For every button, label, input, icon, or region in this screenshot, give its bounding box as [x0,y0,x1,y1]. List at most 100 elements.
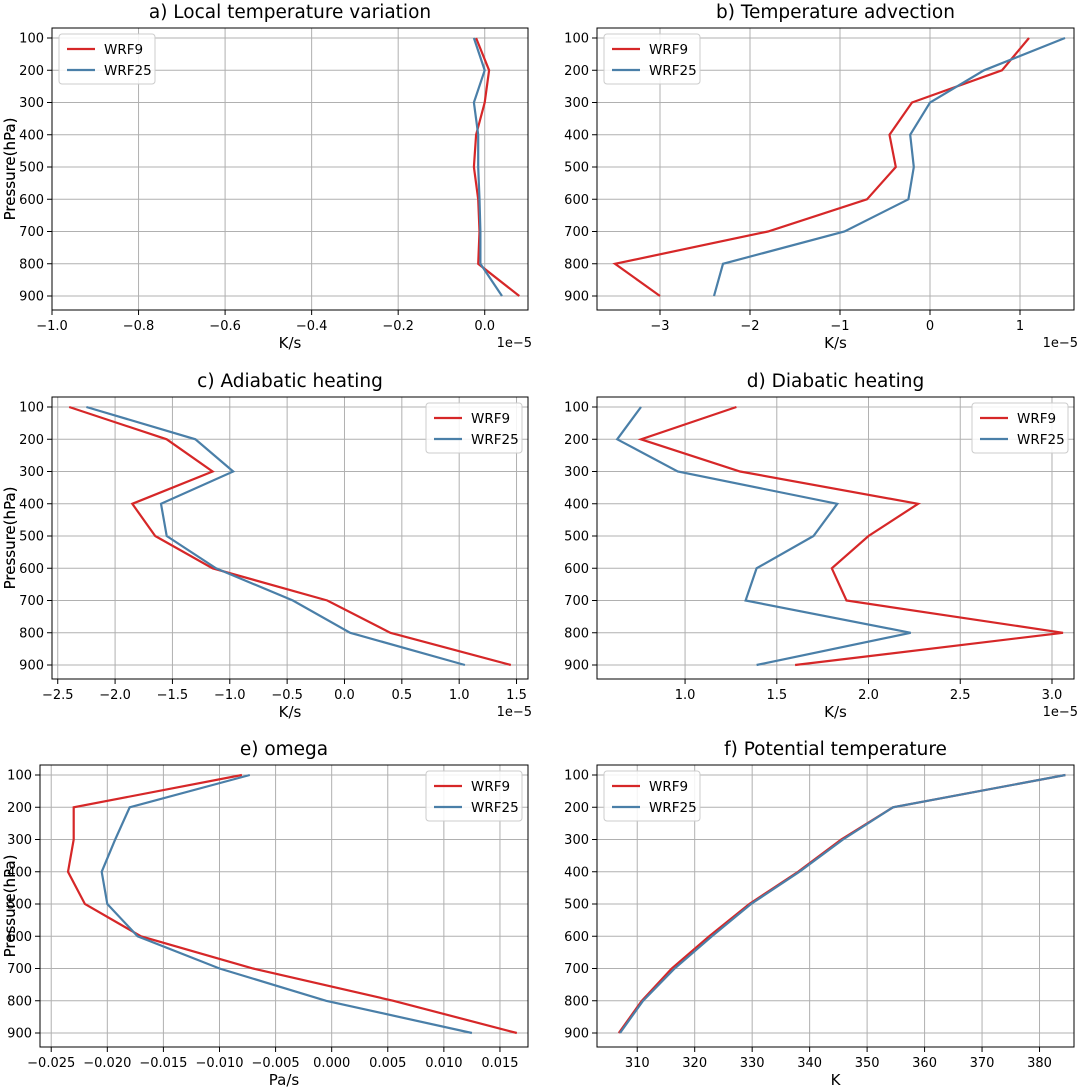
y-tick-label: 400 [19,128,44,143]
chart-title: b) Temperature advection [716,2,955,23]
y-tick-label: 200 [7,801,32,816]
series-line-wrf25 [100,773,473,1035]
series-line-wrf25 [86,405,466,667]
x-tick-label: 310 [625,1056,650,1071]
x-tick-label: −0.015 [139,1056,187,1071]
y-tick-label: 200 [564,433,589,448]
series-line-wrf25 [472,37,503,297]
x-tick-label: −2.0 [99,688,131,703]
chart-title: a) Local temperature variation [149,2,431,23]
chart-title: d) Diabatic heating [747,371,924,392]
y-tick-label: 400 [7,865,32,880]
legend-box [425,770,523,822]
legend-label-wrf25: WRF25 [1017,432,1065,448]
series-line-wrf9 [66,773,518,1035]
y-tick-label: 700 [7,962,32,977]
legend-box [425,402,523,454]
x-offset-label: 1e−5 [1043,336,1078,351]
series-line-wrf25 [619,773,1066,1034]
y-tick-label: 200 [19,433,44,448]
x-axis-label: K/s [279,703,302,721]
x-tick-label: −0.005 [252,1056,300,1071]
y-tick-label: 900 [564,290,589,305]
x-tick-label: −0.2 [382,319,414,334]
y-tick-label: 300 [564,96,589,111]
y-tick-label: 200 [564,801,589,816]
series-line-wrf9 [68,405,512,667]
x-tick-label: 350 [855,1056,880,1071]
y-tick-label: 600 [564,930,589,945]
y-tick-label: 800 [564,626,589,641]
x-axis-label: K/s [824,703,847,721]
x-tick-label: −1.0 [214,688,246,703]
legend: WRF9 WRF25 [425,402,523,454]
legend-label-wrf9: WRF9 [1017,411,1056,427]
x-tick-label: 330 [740,1056,765,1071]
chart-title: c) Adiabatic heating [197,371,383,392]
y-tick-label: 200 [19,64,44,79]
series-line-wrf25 [712,36,1066,297]
chart-panel-2: −3 −2 −1 0 1 100 200 300 400 500 600 700 800 900 b) Te… [1,2,1078,352]
series-line-wrf9 [472,37,520,297]
x-tick-label: 380 [1027,1056,1052,1071]
axes-frame [51,27,529,311]
y-axis-label: Pressure(hPa) [1,118,19,221]
legend-label-wrf25: WRF25 [471,800,519,816]
x-tick-label: 0.005 [369,1056,406,1071]
x-tick-label: −0.8 [123,319,155,334]
legend-label-wrf25: WRF25 [104,63,152,79]
x-tick-label: 1.0 [675,688,696,703]
y-tick-label: 400 [564,128,589,143]
y-tick-label: 400 [564,497,589,512]
x-tick-label: −0.4 [296,319,328,334]
x-tick-label: 0.0 [334,688,355,703]
y-tick-label: 100 [564,769,589,784]
series-line-wrf9 [637,405,1064,667]
y-tick-label: 900 [19,290,44,305]
chart-panel-1: −1.0 −0.8 −0.6 −0.4 −0.2 0.0 100 200 300 400 500 60… [1,2,532,352]
x-tick-label: 360 [912,1056,937,1071]
y-tick-label: 600 [7,930,32,945]
y-axis-label: Pressure(hPa) [1,487,19,590]
x-tick-label: 1.0 [449,688,470,703]
legend-label-wrf9: WRF9 [104,42,143,58]
y-tick-label: 700 [564,594,589,609]
y-tick-label: 900 [19,659,44,674]
legend-label-wrf9: WRF9 [649,42,688,58]
legend-box [603,770,701,822]
y-tick-label: 700 [19,225,44,240]
x-tick-label: −0.025 [27,1056,75,1071]
x-tick-label: 2.0 [858,688,879,703]
x-tick-label: 0.010 [425,1056,462,1071]
y-tick-label: 800 [564,257,589,272]
legend: WRF9 WRF25 [58,33,156,85]
series-line-wrf25 [615,406,911,667]
chart-title: e) omega [240,739,328,760]
x-axis-label: K [831,1071,842,1089]
x-tick-label: 0.000 [313,1056,350,1071]
x-axis-label: K/s [279,334,302,352]
x-tick-label: 1.5 [506,688,527,703]
x-offset-label: 1e−5 [497,705,532,720]
legend-box [971,402,1069,454]
legend-box [58,33,156,85]
y-tick-label: 600 [564,562,589,577]
chart-panel-6: 310 320 330 340 350 360 370 380 100 200 300 400 500 6… [1,739,1075,1089]
series-line-wrf9 [612,37,1030,297]
legend: WRF9 WRF25 [425,770,523,822]
chart-panel-3: −2.5 −2.0 −1.5 −1.0 −0.5 0.0 0.5 1.0 1.5 100 200 30… [1,371,532,721]
y-tick-label: 300 [19,465,44,480]
y-tick-label: 100 [19,401,44,416]
axes-frame [51,396,529,680]
chart-panel-4: 1.0 1.5 2.0 2.5 3.0 100 200 300 400 500 600 700 800 9… [1,371,1078,721]
x-tick-label: 340 [797,1056,822,1071]
legend: WRF9 WRF25 [603,33,701,85]
y-tick-label: 400 [19,497,44,512]
y-axis-label: Pressure(hPa) [1,855,19,958]
legend-label-wrf25: WRF25 [649,800,697,816]
y-tick-label: 800 [7,994,32,1009]
y-tick-label: 500 [564,161,589,176]
x-tick-label: 1.5 [766,688,787,703]
y-tick-label: 600 [19,193,44,208]
y-tick-label: 500 [19,530,44,545]
